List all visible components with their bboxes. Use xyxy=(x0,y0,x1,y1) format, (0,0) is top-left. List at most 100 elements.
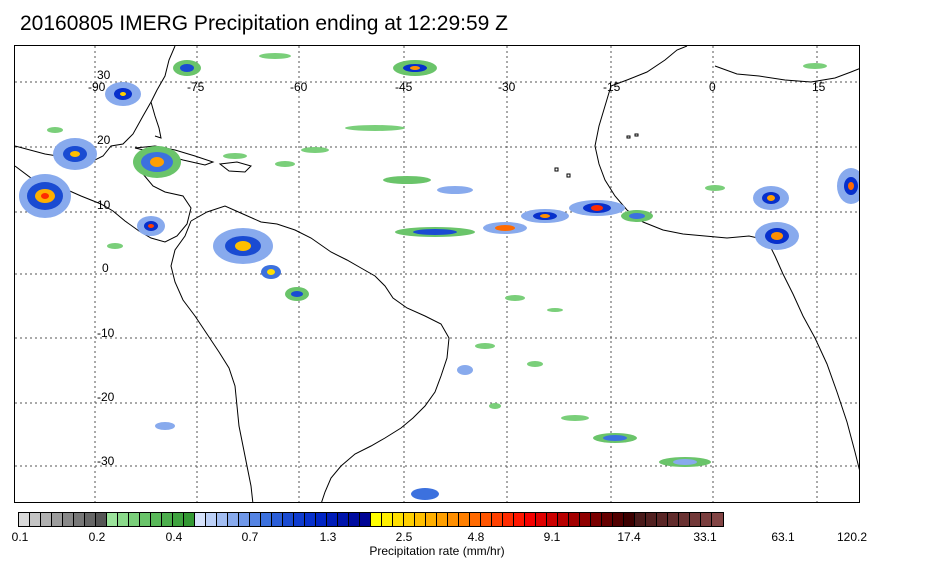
colorbar-swatch xyxy=(184,513,195,526)
colorbar-swatch xyxy=(558,513,569,526)
colorbar-swatch xyxy=(206,513,217,526)
colorbar-swatch xyxy=(316,513,327,526)
colorbar-swatch xyxy=(129,513,140,526)
colorbar-swatch xyxy=(437,513,448,526)
precip-cluster-colombia xyxy=(261,265,281,279)
longitude-label: -60 xyxy=(290,80,308,94)
colorbar-ticks: 0.1 0.2 0.4 0.7 1.3 2.5 4.8 9.1 17.4 33.… xyxy=(0,530,944,546)
colorbar-tick-label: 4.8 xyxy=(467,530,485,544)
precip-cluster-amazon xyxy=(285,287,309,301)
precip-cluster-caribbean xyxy=(133,146,181,178)
colorbar-swatch xyxy=(426,513,437,526)
colorbar-tick-label: 0.7 xyxy=(241,530,259,544)
colorbar-tick-label: 0.4 xyxy=(165,530,183,544)
colorbar-swatch xyxy=(74,513,85,526)
colorbar-swatch xyxy=(591,513,602,526)
colorbar-swatch xyxy=(162,513,173,526)
colorbar-swatch xyxy=(107,513,118,526)
colorbar-swatch xyxy=(536,513,547,526)
colorbar-swatch xyxy=(492,513,503,526)
precip-cluster-venezuela xyxy=(213,228,273,264)
map-title: 20160805 IMERG Precipitation ending at 1… xyxy=(20,12,508,35)
colorbar-swatch xyxy=(140,513,151,526)
longitude-label: -45 xyxy=(395,80,413,94)
colorbar-tick-label: 0.1 xyxy=(11,530,29,544)
longitude-label: -30 xyxy=(498,80,516,94)
precip-cluster-sahel-east xyxy=(837,168,859,204)
latitude-label: -20 xyxy=(97,390,115,404)
precip-cluster-gulf-of-guinea xyxy=(755,222,799,250)
precip-itcz-band xyxy=(383,176,653,237)
colorbar-swatch xyxy=(173,513,184,526)
precip-cluster-south-atlantic xyxy=(155,365,711,500)
colorbar-swatch xyxy=(404,513,415,526)
colorbar-swatch xyxy=(118,513,129,526)
cape-verde-islands xyxy=(554,167,571,178)
colorbar-tick-label: 33.1 xyxy=(693,530,717,544)
south-america-coast xyxy=(190,205,450,502)
colorbar-swatch xyxy=(459,513,470,526)
colorbar-tick-label: 1.3 xyxy=(319,530,337,544)
colorbar-swatch xyxy=(96,513,107,526)
precip-cluster-west-africa xyxy=(753,186,789,210)
florida-coast xyxy=(150,101,162,139)
colorbar-swatch xyxy=(294,513,305,526)
colorbar-swatch xyxy=(327,513,338,526)
colorbar-swatch xyxy=(261,513,272,526)
colorbar-swatch xyxy=(217,513,228,526)
colorbar-swatch xyxy=(415,513,426,526)
colorbar-swatch xyxy=(19,513,30,526)
longitude-label: -75 xyxy=(187,80,205,94)
colorbar-swatch xyxy=(481,513,492,526)
colorbar-tick-label: 2.5 xyxy=(395,530,413,544)
colorbar-swatch xyxy=(613,513,624,526)
colorbar-swatch xyxy=(371,513,382,526)
precipitation-map xyxy=(14,45,860,503)
colorbar-swatch xyxy=(602,513,613,526)
colorbar-swatch xyxy=(624,513,635,526)
longitude-label: -90 xyxy=(88,80,106,94)
longitude-label: -15 xyxy=(603,80,621,94)
colorbar-swatch xyxy=(338,513,349,526)
latitude-label: -10 xyxy=(97,326,115,340)
precip-scattered-light xyxy=(47,53,827,421)
colorbar-tick-label: 120.2 xyxy=(836,530,868,544)
longitude-label: 15 xyxy=(812,80,826,94)
colorbar-swatch xyxy=(503,513,514,526)
map-canvas xyxy=(15,46,859,502)
latitude-label: 30 xyxy=(97,68,111,82)
colorbar-swatch xyxy=(52,513,63,526)
colorbar-swatch xyxy=(151,513,162,526)
colorbar-label: Precipitation rate (mm/hr) xyxy=(369,544,505,558)
precip-cluster-north-atlantic xyxy=(393,60,437,76)
colorbar-swatch xyxy=(250,513,261,526)
colorbar xyxy=(18,512,724,527)
hispaniola-coast xyxy=(218,161,252,173)
precip-cluster-panama xyxy=(137,216,165,236)
colorbar-swatch xyxy=(547,513,558,526)
precip-cluster-florida xyxy=(105,82,141,106)
latitude-label: 20 xyxy=(97,133,111,147)
colorbar-label-row: Precipitation rate (mm/hr) xyxy=(0,544,944,558)
colorbar-swatch xyxy=(514,513,525,526)
colorbar-swatch xyxy=(701,513,712,526)
colorbar-swatch xyxy=(448,513,459,526)
colorbar-swatch xyxy=(525,513,536,526)
precip-cluster-gulf-west xyxy=(19,174,71,218)
colorbar-swatch xyxy=(283,513,294,526)
latitude-label: 10 xyxy=(97,198,111,212)
longitude-label: 0 xyxy=(709,80,716,94)
canary-islands xyxy=(626,133,639,139)
colorbar-swatch xyxy=(679,513,690,526)
mediterranean-coast xyxy=(714,65,859,83)
colorbar-tick-label: 9.1 xyxy=(543,530,561,544)
colorbar-swatch xyxy=(305,513,316,526)
colorbar-swatch xyxy=(569,513,580,526)
colorbar-swatch xyxy=(470,513,481,526)
colorbar-swatch xyxy=(41,513,52,526)
colorbar-swatch xyxy=(657,513,668,526)
colorbar-tick-label: 0.2 xyxy=(88,530,106,544)
colorbar-swatch xyxy=(635,513,646,526)
colorbar-swatch xyxy=(30,513,41,526)
colorbar-swatch xyxy=(580,513,591,526)
